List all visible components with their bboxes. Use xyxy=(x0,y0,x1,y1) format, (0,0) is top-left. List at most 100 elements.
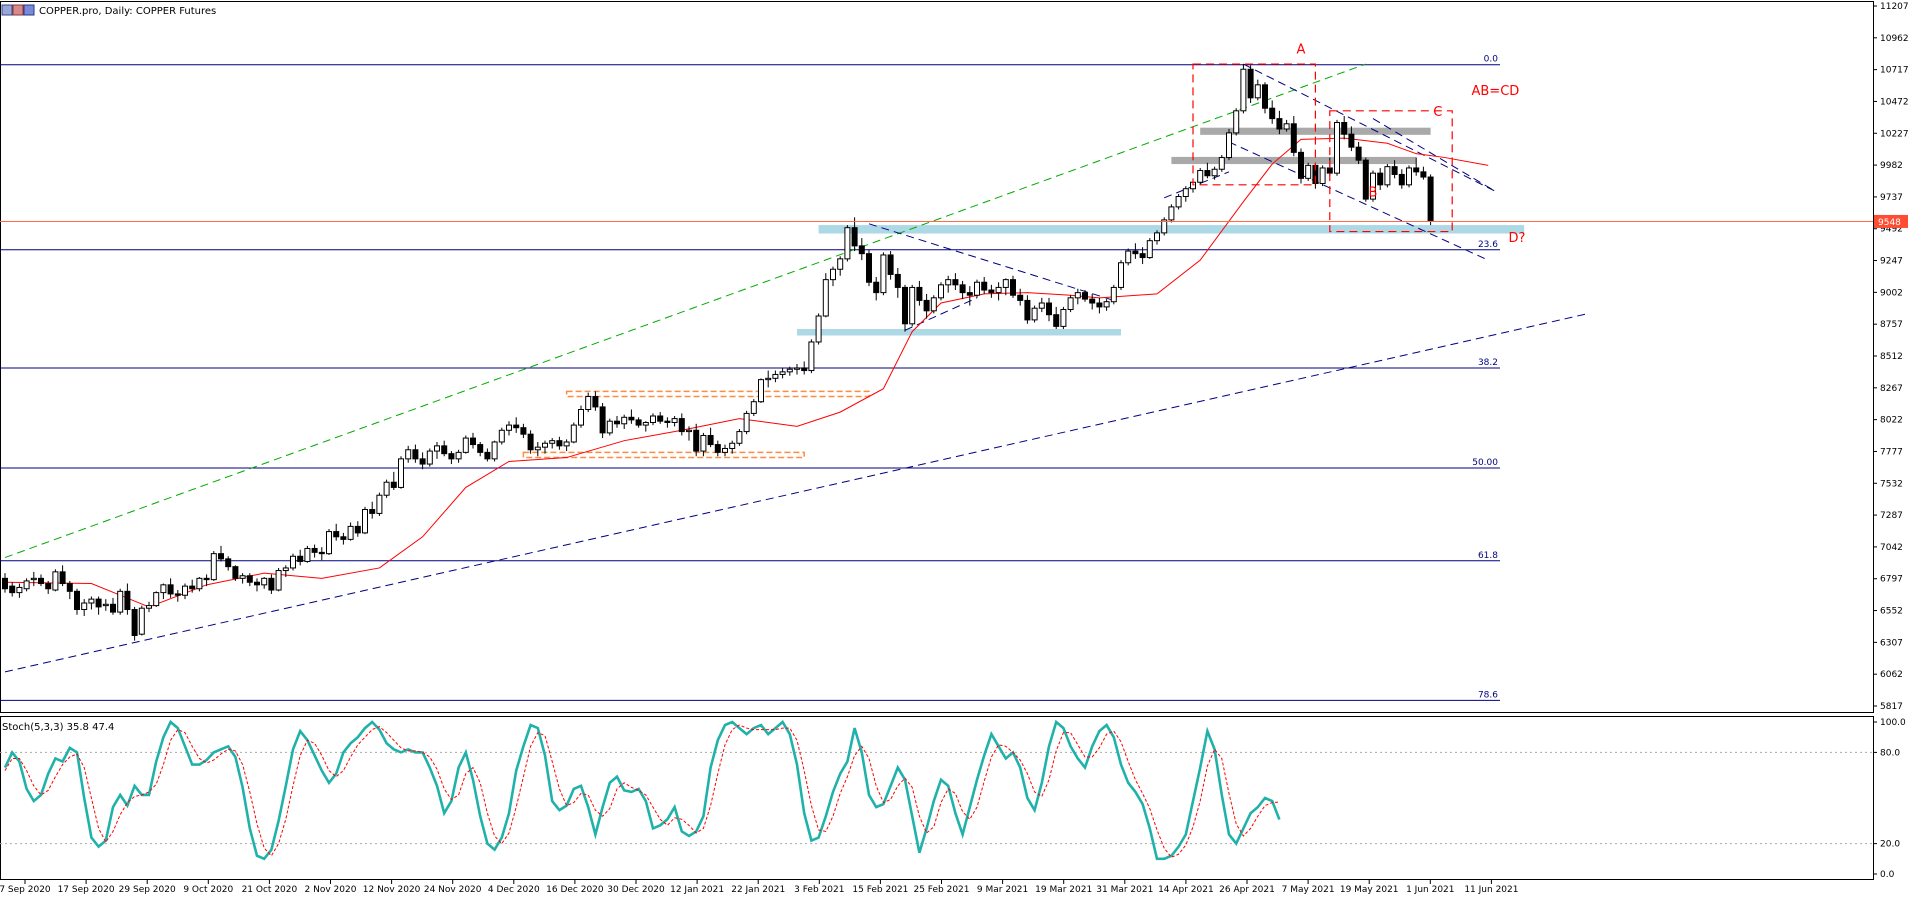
candle-67 xyxy=(484,448,491,462)
y-tick-label-20: 6307 xyxy=(1880,638,1903,648)
candle-180 xyxy=(1298,148,1304,184)
candle-body-85 xyxy=(614,420,620,425)
x-tick-label-14: 15 Feb 2021 xyxy=(852,885,908,895)
candle-body-36 xyxy=(261,577,268,586)
candle-111 xyxy=(801,361,808,375)
candle-body-71 xyxy=(513,424,520,429)
x-tick-label-19: 14 Apr 2021 xyxy=(1158,885,1214,895)
candle-190 xyxy=(1370,170,1376,202)
candle-body-45 xyxy=(326,531,332,555)
app-icon-3 xyxy=(23,4,35,16)
candle-21 xyxy=(153,591,160,607)
x-tick-label-13: 3 Feb 2021 xyxy=(794,885,844,895)
candle-body-54 xyxy=(390,481,397,488)
candle-157 xyxy=(1132,243,1139,259)
candle-body-33 xyxy=(239,575,246,579)
candle-body-115 xyxy=(830,268,836,281)
candle-body-116 xyxy=(837,258,844,270)
candle-body-188 xyxy=(1355,146,1362,161)
candle-141 xyxy=(1017,288,1024,306)
candle-body-7 xyxy=(52,571,59,591)
candle-166 xyxy=(1197,167,1204,185)
candle-113 xyxy=(815,313,822,345)
candle-body-84 xyxy=(606,420,613,434)
candle-152 xyxy=(1096,297,1103,314)
candle-body-47 xyxy=(340,536,347,540)
candle-103 xyxy=(743,410,750,435)
candle-194 xyxy=(1398,169,1405,189)
candle-33 xyxy=(239,573,246,584)
candle-body-198 xyxy=(1427,176,1434,222)
candle-130 xyxy=(938,282,944,301)
candle-body-16 xyxy=(117,590,124,613)
candle-1 xyxy=(9,582,16,597)
candle-body-11 xyxy=(81,602,88,611)
candle-29 xyxy=(210,551,217,581)
candle-159 xyxy=(1146,238,1153,259)
candle-body-170 xyxy=(1226,132,1232,159)
candle-41 xyxy=(297,549,304,566)
candle-99 xyxy=(714,440,721,457)
candle-142 xyxy=(1024,295,1031,324)
candle-body-106 xyxy=(765,377,772,381)
candle-body-111 xyxy=(801,367,808,372)
candle-body-86 xyxy=(621,416,628,425)
candle-body-130 xyxy=(938,284,944,299)
candle-body-180 xyxy=(1298,151,1304,179)
y-tick-label-22: 5817 xyxy=(1880,702,1903,712)
candle-body-158 xyxy=(1139,253,1146,259)
candle-body-5 xyxy=(38,577,44,585)
candle-body-100 xyxy=(722,447,728,453)
candle-body-175 xyxy=(1262,84,1268,109)
candle-body-172 xyxy=(1240,68,1247,112)
candle-117 xyxy=(844,225,851,262)
candle-14 xyxy=(102,599,109,611)
candle-body-123 xyxy=(887,254,894,275)
candle-57 xyxy=(412,444,419,463)
candle-body-64 xyxy=(462,437,469,453)
candle-53 xyxy=(383,479,390,498)
candle-12 xyxy=(88,596,95,610)
candle-40 xyxy=(290,553,296,571)
candle-body-147 xyxy=(1060,309,1067,327)
candle-body-184 xyxy=(1326,167,1333,174)
candle-body-43 xyxy=(311,547,318,553)
candle-body-156 xyxy=(1125,250,1132,264)
candle-127 xyxy=(916,280,923,306)
candle-156 xyxy=(1125,248,1132,266)
candle-86 xyxy=(621,414,628,429)
candle-body-121 xyxy=(873,281,880,294)
candle-161 xyxy=(1161,217,1168,236)
candle-body-140 xyxy=(1010,279,1016,296)
candle-body-56 xyxy=(405,449,412,460)
candle-body-195 xyxy=(1406,167,1412,186)
candle-body-135 xyxy=(974,281,980,296)
candle-body-104 xyxy=(750,401,757,414)
candle-147 xyxy=(1060,306,1067,329)
candle-body-31 xyxy=(225,558,232,568)
candle-37 xyxy=(268,574,275,594)
candle-body-93 xyxy=(671,418,678,423)
candle-body-97 xyxy=(700,434,707,452)
candle-body-74 xyxy=(534,446,541,451)
candle-85 xyxy=(614,416,620,428)
candle-107 xyxy=(772,370,779,383)
x-tick-label-23: 1 Jun 2021 xyxy=(1406,885,1454,895)
candle-188 xyxy=(1355,141,1362,165)
x-tick-label-15: 25 Feb 2021 xyxy=(913,885,969,895)
candle-176 xyxy=(1269,100,1276,124)
candle-body-176 xyxy=(1269,107,1276,120)
annotation-4: AB=CD xyxy=(1472,84,1520,99)
candle-38 xyxy=(275,567,282,592)
y-tick-label-14: 7777 xyxy=(1880,447,1903,457)
candle-105 xyxy=(758,378,764,404)
candle-74 xyxy=(534,441,541,457)
stoch-tick-label-1: 80.0 xyxy=(1880,748,1900,758)
candle-11 xyxy=(81,599,88,616)
candle-178 xyxy=(1283,119,1290,132)
candle-body-149 xyxy=(1074,292,1081,299)
candle-19 xyxy=(138,605,145,636)
y-tick-label-3: 10472 xyxy=(1880,97,1908,107)
